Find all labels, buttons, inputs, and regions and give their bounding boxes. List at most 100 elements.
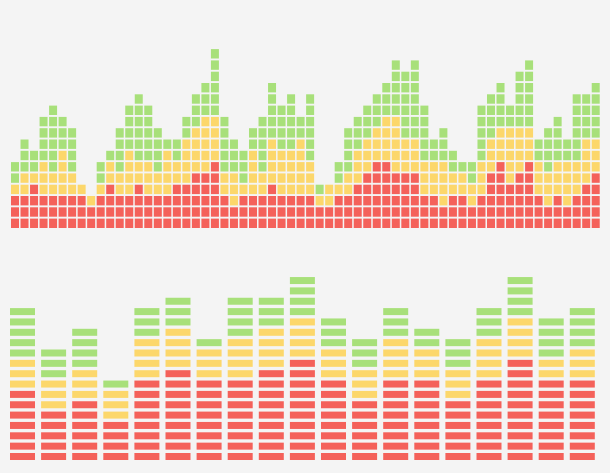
meter-column bbox=[220, 116, 229, 228]
meter-cell-red bbox=[172, 184, 181, 195]
meter-cell-red bbox=[41, 453, 67, 460]
meter-column bbox=[321, 318, 346, 460]
meter-cell-red bbox=[201, 173, 210, 183]
meter-cell-red bbox=[163, 218, 172, 228]
meter-column bbox=[258, 297, 284, 460]
meter-cell-red bbox=[429, 218, 438, 228]
meter-cell-red bbox=[153, 207, 162, 217]
meter-cell-red bbox=[352, 442, 378, 450]
meter-cell-red bbox=[10, 432, 35, 440]
meter-cell-red bbox=[391, 207, 400, 217]
meter-cell-yellow bbox=[553, 162, 562, 172]
meter-cell-green bbox=[315, 184, 324, 195]
meter-cell-red bbox=[344, 218, 353, 228]
meter-cell-green bbox=[487, 94, 495, 104]
meter-cell-yellow bbox=[538, 370, 564, 378]
meter-cell-green bbox=[191, 105, 200, 115]
meter-cell-green bbox=[344, 128, 353, 138]
meter-cell-red bbox=[448, 207, 457, 217]
meter-column bbox=[420, 105, 429, 228]
meter-cell-green bbox=[410, 128, 419, 138]
meter-cell-yellow bbox=[477, 173, 486, 183]
meter-cell-green bbox=[477, 139, 486, 149]
meter-cell-red bbox=[352, 421, 378, 429]
meter-cell-yellow bbox=[372, 128, 381, 138]
meter-column bbox=[125, 105, 134, 228]
meter-cell-yellow bbox=[182, 139, 191, 149]
meter-cell-red bbox=[572, 218, 581, 228]
meter-cell-green bbox=[477, 128, 486, 138]
meter-cell-green bbox=[306, 116, 315, 127]
meter-cell-red bbox=[476, 401, 502, 409]
meter-cell-red bbox=[414, 432, 440, 440]
meter-cell-yellow bbox=[353, 173, 362, 183]
meter-cell-green bbox=[163, 139, 172, 149]
meter-cell-yellow bbox=[306, 173, 315, 183]
meter-cell-red bbox=[210, 184, 219, 195]
meter-cell-yellow bbox=[439, 184, 448, 195]
meter-cell-green bbox=[20, 162, 29, 172]
meter-cell-red bbox=[496, 184, 505, 195]
meter-cell-yellow bbox=[477, 184, 486, 195]
meter-cell-red bbox=[372, 218, 381, 228]
meter-cell-yellow bbox=[401, 162, 410, 172]
meter-cell-yellow bbox=[289, 339, 315, 347]
meter-cell-yellow bbox=[507, 328, 533, 336]
meter-cell-green bbox=[144, 139, 153, 149]
meter-cell-green bbox=[49, 128, 58, 138]
meter-cell-yellow bbox=[534, 162, 543, 172]
meter-cell-yellow bbox=[391, 150, 400, 161]
meter-cell-red bbox=[382, 218, 391, 228]
meter-cell-green bbox=[210, 105, 219, 115]
meter-cell-green bbox=[487, 128, 495, 138]
meter-cell-green bbox=[534, 150, 543, 161]
meter-cell-yellow bbox=[10, 370, 35, 378]
meter-cell-red bbox=[103, 453, 129, 460]
meter-column bbox=[72, 328, 98, 460]
meter-cell-green bbox=[134, 105, 143, 115]
meter-cell-red bbox=[445, 421, 471, 429]
meter-cell-yellow bbox=[476, 349, 502, 357]
meter-cell-red bbox=[41, 442, 67, 450]
meter-cell-green bbox=[445, 359, 471, 367]
meter-cell-green bbox=[391, 94, 400, 104]
meter-cell-yellow bbox=[258, 359, 284, 367]
meter-cell-yellow bbox=[277, 150, 286, 161]
meter-column bbox=[591, 83, 600, 228]
meter-column bbox=[363, 105, 372, 228]
meter-column bbox=[476, 308, 502, 460]
meter-cell-green bbox=[572, 116, 581, 127]
meter-cell-green bbox=[41, 370, 67, 378]
meter-cell-yellow bbox=[325, 196, 334, 206]
meter-cell-red bbox=[321, 411, 346, 419]
meter-column bbox=[414, 328, 440, 460]
meter-cell-yellow bbox=[144, 184, 153, 195]
meter-cell-yellow bbox=[515, 162, 524, 172]
meter-cell-red bbox=[352, 453, 378, 460]
meter-cell-red bbox=[30, 218, 39, 228]
meter-cell-yellow bbox=[563, 184, 572, 195]
meter-cell-red bbox=[103, 442, 129, 450]
meter-cell-green bbox=[125, 139, 134, 149]
meter-cell-green bbox=[334, 173, 343, 183]
meter-cell-yellow bbox=[277, 162, 286, 172]
meter-cell-green bbox=[507, 277, 533, 285]
meter-cell-red bbox=[353, 218, 362, 228]
meter-cell-red bbox=[538, 380, 564, 388]
meter-cell-red bbox=[103, 421, 129, 429]
meter-cell-green bbox=[220, 128, 229, 138]
meter-cell-red bbox=[538, 421, 564, 429]
meter-cell-red bbox=[289, 442, 315, 450]
meter-cell-yellow bbox=[414, 349, 440, 357]
meter-cell-yellow bbox=[325, 184, 334, 195]
meter-cell-red bbox=[515, 207, 524, 217]
meter-cell-red bbox=[191, 196, 200, 206]
meter-cell-red bbox=[382, 162, 391, 172]
meter-cell-yellow bbox=[287, 150, 296, 161]
meter-cell-yellow bbox=[258, 339, 284, 347]
meter-cell-red bbox=[487, 218, 495, 228]
meter-cell-green bbox=[538, 339, 564, 347]
meter-cell-green bbox=[249, 128, 257, 138]
meter-cell-green bbox=[39, 139, 48, 149]
meter-cell-green bbox=[125, 116, 134, 127]
